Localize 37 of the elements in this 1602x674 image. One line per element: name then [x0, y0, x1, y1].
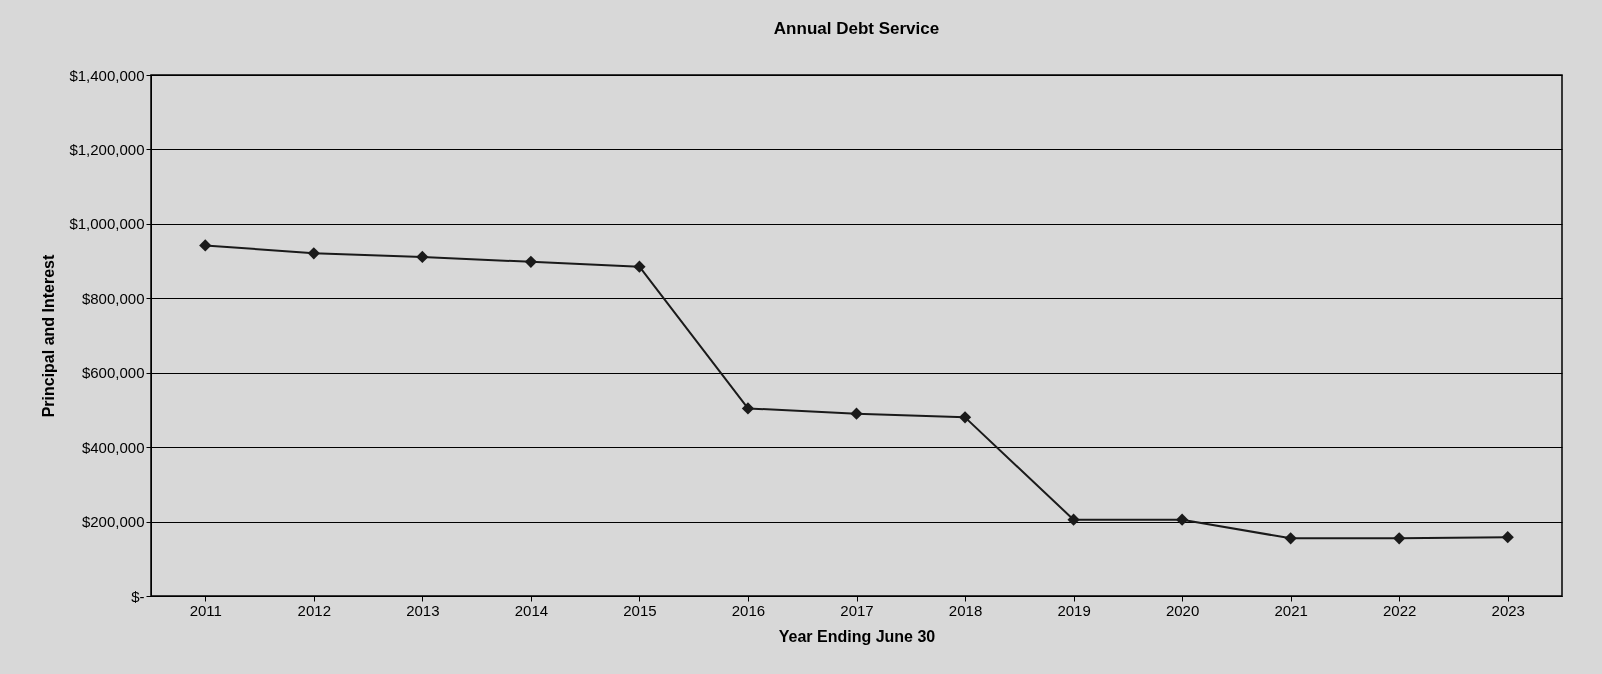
x-tick-label: 2016 — [731, 601, 766, 619]
point — [1175, 513, 1189, 526]
point — [1393, 532, 1406, 545]
y-tick-label: $1,200,000 — [69, 140, 145, 158]
point — [741, 402, 755, 415]
point — [416, 250, 429, 264]
x-tick-label: 2013 — [406, 601, 440, 619]
x-tick-label: 2020 — [1165, 601, 1200, 619]
x-tick-label: 2023 — [1491, 601, 1525, 619]
x-tick-label: 2012 — [297, 601, 331, 619]
y-tick-label: $200,000 — [81, 513, 145, 531]
point — [1501, 531, 1514, 544]
point — [958, 411, 972, 424]
y-tick-label: $400,000 — [81, 438, 145, 456]
y-tick-label: $800,000 — [81, 289, 145, 307]
y-tick-label: $600,000 — [81, 364, 145, 382]
point — [1067, 513, 1080, 526]
y-tick-label: $1,000,000 — [69, 215, 145, 233]
x-tick-label: 2015 — [623, 601, 657, 619]
x-tick-label: 2018 — [948, 601, 983, 619]
x-tick-label: 2022 — [1383, 601, 1417, 619]
y-tick-label: $1,400,000 — [69, 66, 145, 84]
chart-title: Annual Debt Service — [773, 19, 940, 38]
point — [1284, 532, 1297, 545]
x-tick-label: 2017 — [840, 601, 874, 619]
point — [524, 255, 538, 268]
x-tick-label: 2014 — [514, 601, 549, 619]
x-axis-title: Year Ending June 30 — [778, 627, 936, 645]
x-tick-label: 2021 — [1274, 601, 1308, 619]
x-tick-label: 2011 — [189, 601, 222, 619]
point — [633, 260, 646, 273]
x-tick-label: 2019 — [1057, 601, 1091, 619]
point — [850, 407, 863, 420]
point — [199, 239, 212, 252]
y-axis-title: Principal and Interest — [40, 253, 58, 418]
point — [307, 247, 320, 260]
y-tick-label: $- — [131, 587, 145, 605]
